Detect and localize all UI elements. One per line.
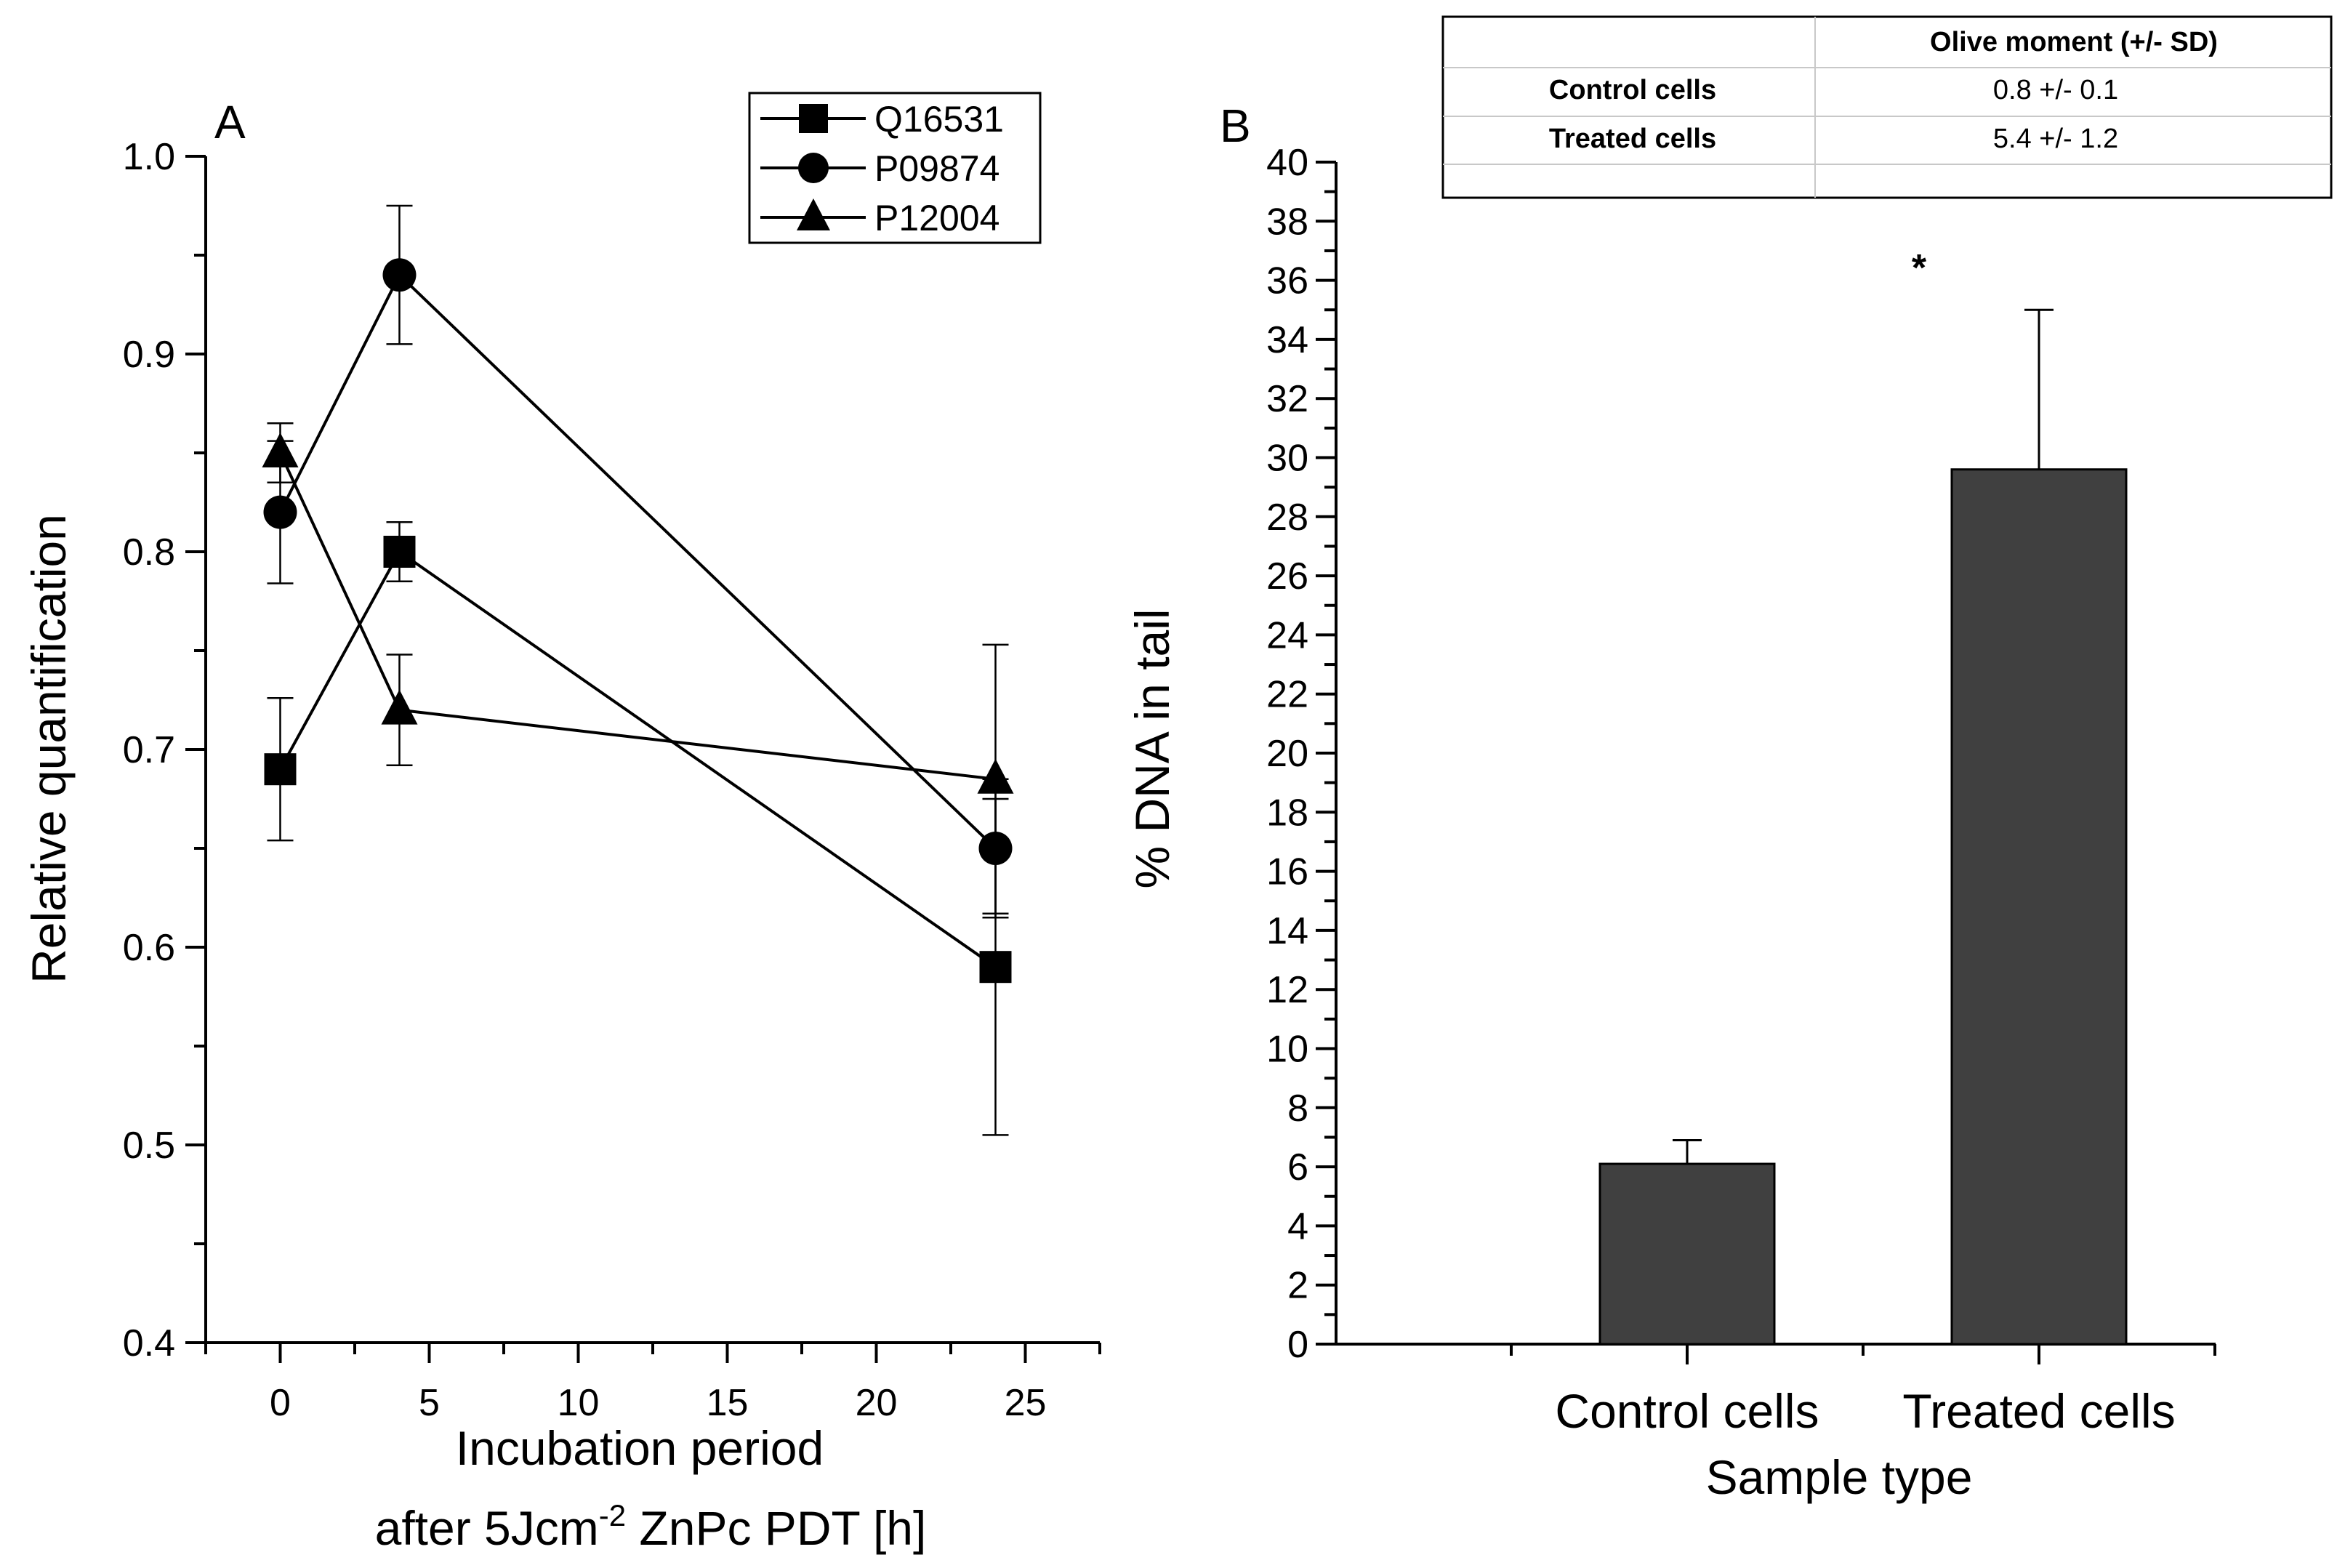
panel-a-line-chart: 0.4 0.5 0.6 0.7 0.8 0.9 1.0 0 5 10 15 20 25 Incubatio… — [22, 92, 1101, 1555]
a-legend-label-Q16531: Q16531 — [874, 99, 1004, 140]
a-series-line-Q16531 — [278, 550, 997, 968]
b-y-tick-label: 0 — [1287, 1324, 1308, 1366]
b-bar-treated-cells — [1950, 468, 2128, 1346]
a-point-P12004 — [262, 433, 299, 467]
a-point-Q16531 — [979, 951, 1012, 984]
b-y-tick-label: 4 — [1287, 1205, 1308, 1247]
b-y-tick-label: 8 — [1287, 1087, 1308, 1130]
a-point-P12004 — [381, 689, 418, 725]
table-row-label: Treated cells — [1549, 124, 1716, 154]
panel-b-bar-chart: 0246810121416182022242628303234363840Con… — [1125, 100, 2216, 1504]
a-y-tick-label: 0.8 — [123, 531, 175, 574]
a-point-Q16531 — [383, 536, 416, 568]
b-y-tick-label: 6 — [1287, 1146, 1308, 1189]
a-y-tick-label: 0.6 — [123, 927, 175, 969]
a-x-tick-label: 0 — [270, 1382, 291, 1424]
a-legend-label-P12004: P12004 — [874, 198, 999, 238]
b-y-tick-label: 20 — [1266, 733, 1308, 775]
b-y-tick-label: 18 — [1266, 792, 1308, 834]
b-x-tick-label: Control cells — [1555, 1384, 1819, 1438]
a-y-tick-label: 1.0 — [123, 136, 175, 178]
b-y-tick-label: 32 — [1266, 378, 1308, 420]
b-y-tick-label: 24 — [1266, 614, 1308, 656]
table-row-value: 0.8 +/- 0.1 — [1993, 75, 2118, 105]
a-y-tick-label: 0.4 — [123, 1322, 175, 1364]
b-y-tick-label: 2 — [1287, 1265, 1308, 1307]
olive-moment-table: Olive moment (+/- SD) Control cells 0.8 +/… — [1441, 15, 2333, 199]
b-y-tick-label: 26 — [1266, 555, 1308, 598]
b-significance-marker: * — [1912, 247, 1927, 289]
a-legend-marker-Q16531 — [799, 104, 828, 133]
a-x-tick-label: 10 — [558, 1382, 600, 1424]
a-series-line-P12004 — [278, 452, 996, 781]
table-border — [1441, 15, 2333, 199]
a-x-tick-label: 20 — [856, 1382, 898, 1424]
a-point-Q16531 — [264, 753, 297, 786]
a-y-tick-label: 0.7 — [123, 729, 175, 771]
a-x-tick-label: 5 — [419, 1382, 440, 1424]
b-y-tick-label: 40 — [1266, 142, 1308, 184]
b-y-tick-label: 16 — [1266, 851, 1308, 893]
b-x-tick-label: Treated cells — [1902, 1384, 2175, 1438]
a-legend-marker-P09874 — [798, 153, 829, 183]
b-y-tick-label: 28 — [1266, 496, 1308, 539]
a-y-tick-label: 0.9 — [123, 334, 175, 376]
b-y-tick-label: 10 — [1266, 1029, 1308, 1071]
a-legend-marker-P12004 — [797, 198, 830, 230]
b-x-axis-title: Sample type — [1706, 1450, 1973, 1504]
table-row-value: 5.4 +/- 1.2 — [1993, 124, 2118, 154]
a-legend-label-P09874: P09874 — [874, 148, 999, 189]
panel-label-b: B — [1220, 100, 1251, 152]
a-x-axis-title-line2: after 5Jcm-2 ZnPc PDT [h] — [375, 1498, 927, 1555]
table-header-olive-moment: Olive moment (+/- SD) — [1930, 27, 2218, 57]
b-y-tick-label: 12 — [1266, 969, 1308, 1011]
b-y-tick-label: 22 — [1266, 674, 1308, 716]
b-y-tick-label: 34 — [1266, 319, 1308, 361]
a-point-P09874 — [382, 258, 417, 292]
b-y-tick-label: 36 — [1266, 260, 1308, 302]
b-y-tick-label: 30 — [1266, 438, 1308, 480]
b-y-tick-label: 14 — [1266, 910, 1308, 952]
a-y-axis-title: Relative quantification — [22, 514, 76, 984]
b-bar-control-cells — [1598, 1162, 1776, 1346]
panel-label-a: A — [214, 96, 246, 148]
a-point-P12004 — [977, 758, 1014, 794]
b-y-axis-title: % DNA in tail — [1125, 608, 1179, 888]
b-y-tick-label: 38 — [1266, 201, 1308, 243]
table-row-label: Control cells — [1549, 75, 1716, 105]
a-x-axis-title-line1: Incubation period — [456, 1421, 824, 1475]
a-y-tick-label: 0.5 — [123, 1125, 175, 1167]
a-point-P09874 — [263, 495, 297, 529]
a-x-tick-label: 15 — [707, 1382, 749, 1424]
a-x-tick-label: 25 — [1005, 1382, 1047, 1424]
